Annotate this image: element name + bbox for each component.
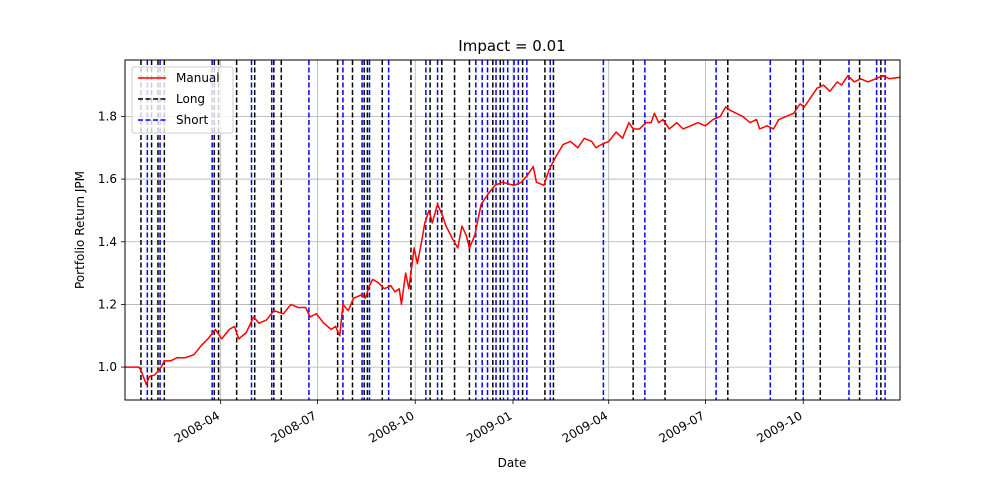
y-tick-label: 1.8 <box>98 109 117 123</box>
y-tick-label: 1.2 <box>98 297 117 311</box>
plot-area <box>125 60 900 400</box>
x-axis-label: Date <box>498 456 527 470</box>
legend-label-manual: Manual <box>176 71 220 85</box>
y-tick-label: 1.6 <box>98 172 117 186</box>
y-axis-label: Portfolio Return JPM <box>73 171 87 289</box>
series-line-manual <box>125 74 901 386</box>
y-tick-label: 1.4 <box>98 235 117 249</box>
legend-label-short: Short <box>176 113 208 127</box>
legend-label-long: Long <box>176 92 205 106</box>
plot-frame <box>124 59 901 401</box>
y-tick-label: 1.0 <box>98 360 117 374</box>
y-axis: 1.0 1.2 1.4 1.6 1.8 <box>98 109 125 374</box>
legend: Manual Long Short <box>131 66 234 134</box>
series-layer <box>125 74 901 386</box>
legend-box <box>131 66 234 134</box>
chart-title: Impact = 0.01 <box>458 37 565 55</box>
